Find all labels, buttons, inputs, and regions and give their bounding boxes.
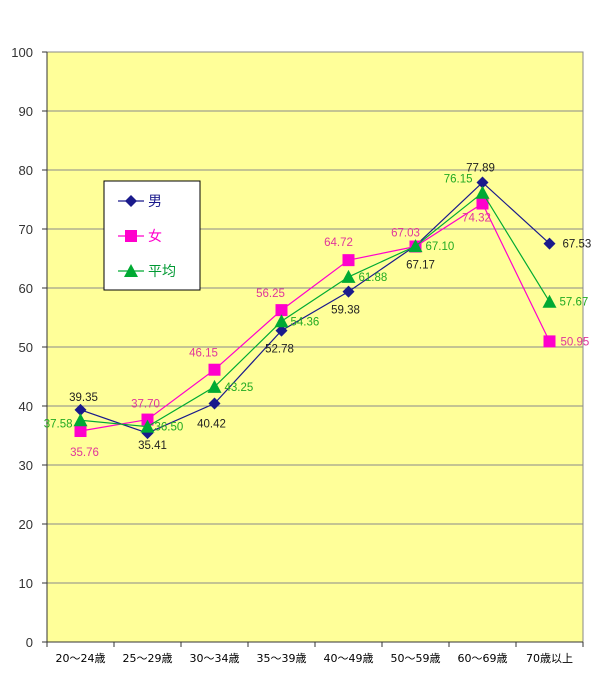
x-tick-label: 35～39歳 (257, 652, 307, 665)
y-tick-label: 100 (11, 45, 33, 60)
data-label: 77.89 (466, 162, 495, 174)
y-tick-label: 50 (19, 340, 33, 355)
series-line (80, 191, 551, 428)
series-line (80, 202, 551, 432)
x-tick-label: 70歳以上 (526, 652, 573, 665)
series-2 (74, 197, 556, 438)
data-point-triangle (274, 314, 289, 328)
y-tick-label: 40 (19, 399, 33, 414)
data-label: 57.67 (560, 297, 589, 309)
data-point-triangle (542, 294, 557, 308)
data-label: 67.17 (406, 260, 435, 272)
x-tick-label: 25～29歳 (123, 652, 173, 665)
data-label: 35.76 (70, 447, 99, 459)
y-tick-label: 90 (19, 104, 33, 119)
y-tick-label: 70 (19, 222, 33, 237)
data-point-diamond (74, 403, 87, 416)
y-tick-label: 10 (19, 576, 33, 591)
data-label: 50.95 (561, 336, 590, 348)
data-point-triangle (475, 185, 490, 199)
legend-label: 男 (148, 194, 162, 210)
x-tick-label: 30～34歳 (190, 652, 240, 665)
data-label: 67.10 (426, 241, 455, 253)
data-point-triangle (73, 413, 88, 427)
data-point-diamond (543, 237, 556, 250)
data-point-diamond (476, 176, 489, 189)
data-label: 37.58 (44, 418, 73, 430)
data-label: 46.15 (189, 348, 218, 360)
data-label: 39.35 (69, 392, 98, 404)
data-label: 67.03 (391, 228, 420, 240)
data-point-square (342, 254, 355, 267)
legend-label: 女 (148, 228, 162, 245)
data-point-triangle (124, 264, 138, 277)
data-point-triangle (341, 269, 356, 283)
data-point-diamond (275, 324, 288, 337)
data-label: 61.88 (359, 272, 388, 284)
y-tick-label: 30 (19, 458, 33, 473)
data-point-square (125, 230, 137, 242)
series-line (80, 181, 550, 434)
x-tick-label: 60～69歳 (458, 652, 508, 665)
data-point-square (208, 363, 221, 376)
data-label: 36.50 (155, 422, 184, 434)
data-point-square (476, 197, 489, 210)
data-label: 67.53 (563, 239, 592, 251)
data-label: 64.72 (324, 237, 353, 249)
x-tick-label: 40～49歳 (324, 652, 374, 665)
data-point-triangle (207, 379, 222, 393)
y-tick-label: 80 (19, 163, 33, 178)
data-point-triangle (408, 239, 423, 253)
legend-label: 平均 (148, 264, 176, 280)
data-point-diamond (342, 285, 355, 298)
data-point-square (74, 425, 87, 438)
data-label: 43.25 (225, 382, 254, 394)
series-3 (73, 185, 557, 433)
y-tick-label: 20 (19, 517, 33, 532)
data-point-square (543, 335, 556, 348)
y-tick-label: 0 (26, 635, 33, 650)
data-point-square (141, 413, 154, 426)
data-label: 35.41 (138, 440, 167, 452)
data-point-diamond (208, 397, 221, 410)
data-label: 59.38 (331, 305, 360, 317)
data-label: 40.42 (197, 419, 226, 431)
data-point-diamond (125, 195, 137, 207)
data-label: 52.78 (265, 344, 294, 356)
data-label: 37.70 (131, 399, 160, 411)
data-label: 76.15 (444, 174, 473, 186)
data-point-triangle (140, 419, 155, 433)
x-tick-label: 50～59歳 (391, 652, 441, 665)
data-label: 54.36 (291, 316, 320, 328)
data-point-square (275, 304, 288, 317)
y-tick-label: 60 (19, 281, 33, 296)
data-label: 74.32 (462, 213, 491, 225)
data-label: 56.25 (256, 288, 285, 300)
x-tick-label: 20～24歳 (56, 652, 106, 665)
